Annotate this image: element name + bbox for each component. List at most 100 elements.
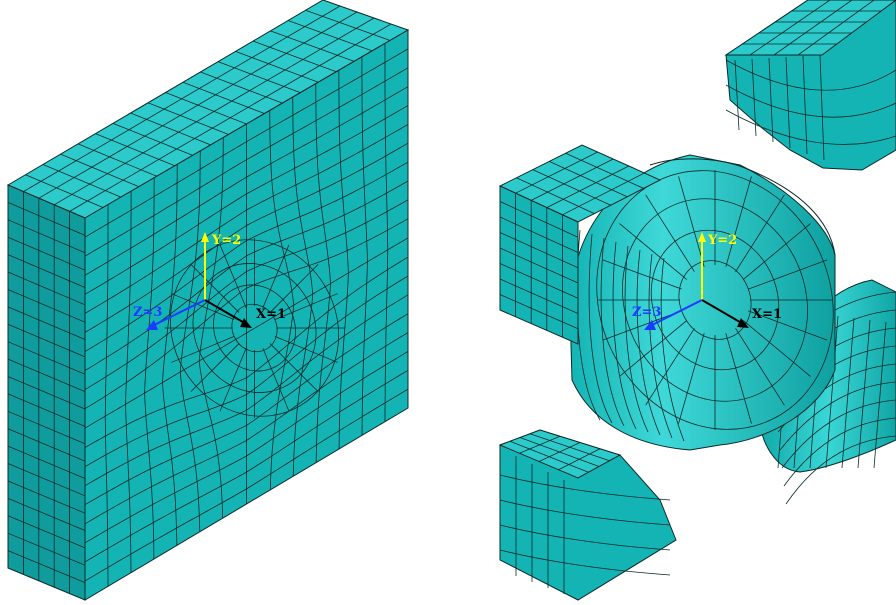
mesh-edge	[270, 30, 355, 62]
mesh-edge	[499, 524, 671, 551]
mesh-edge	[499, 201, 579, 238]
mesh-edge	[269, 264, 319, 313]
mesh-edge	[499, 247, 579, 284]
mesh-edge	[602, 259, 682, 290]
mesh-edge	[558, 448, 601, 471]
mesh-edge	[743, 223, 811, 280]
right-y-arrowhead	[698, 232, 706, 242]
mesh-edge	[125, 191, 132, 573]
mesh-edge	[7, 376, 86, 410]
mesh-edge	[619, 320, 687, 377]
mesh-edge	[84, 388, 409, 582]
right-x-label: X=1	[752, 307, 782, 322]
mesh-edge	[7, 515, 86, 549]
mesh-ring	[622, 198, 808, 402]
mesh-edge	[262, 244, 290, 308]
mesh-edge	[519, 435, 561, 454]
mesh-edge	[338, 70, 349, 450]
mesh-edge	[499, 232, 579, 269]
mesh-edge	[77, 143, 157, 177]
mesh-edge	[636, 249, 661, 436]
right-y-label: Y=2	[707, 233, 737, 248]
mesh-edge	[857, 319, 871, 469]
mesh-edge	[84, 180, 409, 371]
right-axis-triad: Y=2 X=1 Z=3	[632, 232, 782, 330]
mesh-edge	[499, 294, 579, 330]
mesh-ring	[192, 263, 317, 393]
mesh-edge	[84, 142, 409, 333]
mesh-edge	[499, 263, 579, 299]
mesh-edge	[624, 245, 649, 433]
mesh-edge	[678, 176, 705, 267]
mesh-edge	[315, 83, 331, 463]
mesh-ring	[213, 284, 296, 372]
mesh-edge	[42, 164, 122, 198]
mesh-edge	[819, 54, 825, 161]
mesh-edge	[84, 218, 409, 410]
right-x-axis	[701, 299, 746, 326]
mesh-edge	[516, 177, 595, 214]
right-x-arrowhead	[737, 318, 749, 328]
exploded-mesh-model	[498, 0, 896, 601]
mesh-edge	[841, 317, 855, 469]
mesh-edge	[499, 216, 579, 253]
mesh-edge	[751, 58, 757, 137]
mesh-edge	[748, 259, 828, 290]
mesh-edge	[84, 105, 409, 295]
mesh-edge	[749, 0, 831, 56]
left-x-label: X=1	[256, 307, 286, 322]
mesh-edge	[60, 153, 139, 188]
mesh-edge	[7, 306, 86, 340]
mesh-edge	[235, 51, 319, 83]
mesh-edge	[7, 428, 86, 462]
mesh-edge	[7, 271, 86, 306]
mesh-edge	[515, 151, 598, 194]
left-z-label: Z=3	[133, 305, 162, 320]
mesh-edge	[84, 237, 409, 429]
mesh-ring	[678, 260, 752, 340]
mesh-edge	[802, 55, 808, 155]
mesh-edge	[171, 336, 235, 363]
mesh-edge	[499, 499, 671, 526]
mesh-edge	[660, 257, 685, 442]
lower-left-quarter-block	[498, 429, 677, 601]
mesh-edge	[182, 81, 265, 114]
mesh-edge	[95, 133, 175, 167]
mesh-edge	[499, 549, 671, 576]
mesh-ring	[231, 303, 278, 353]
mesh-edge	[612, 241, 637, 430]
mesh-edge	[785, 56, 791, 149]
mesh-edge	[361, 56, 368, 436]
mesh-edge	[104, 204, 109, 587]
mesh-edge	[179, 150, 201, 532]
mesh-ring	[169, 239, 340, 417]
mesh-edge	[84, 67, 409, 257]
mesh-edge	[499, 278, 579, 314]
mesh-edge	[171, 293, 235, 320]
mesh-edge	[7, 497, 86, 531]
mesh-edge	[781, 399, 896, 469]
mesh-edge	[678, 333, 705, 424]
mesh-edge	[768, 57, 774, 143]
mesh-edge	[269, 343, 319, 392]
mesh-edge	[7, 289, 86, 323]
mesh-edge	[84, 351, 409, 544]
mesh-edge	[797, 0, 875, 56]
mesh-edge	[825, 315, 839, 469]
mesh-edge	[252, 40, 337, 73]
mesh-edge	[7, 463, 86, 497]
left-square-block	[498, 144, 662, 345]
mesh-edge	[748, 310, 828, 341]
mesh-edge	[7, 254, 86, 288]
mesh-edge	[84, 86, 409, 276]
mesh-edge	[7, 532, 86, 566]
mesh-edge	[549, 161, 628, 198]
mesh-edge	[538, 442, 581, 462]
mesh-edge	[743, 320, 811, 377]
mesh-edge	[198, 137, 224, 519]
plate-mesh-model	[6, 0, 410, 601]
mesh-edge	[25, 174, 104, 208]
mesh-edge	[532, 169, 611, 206]
mesh-edge	[531, 158, 614, 201]
mesh-edge	[147, 102, 229, 135]
